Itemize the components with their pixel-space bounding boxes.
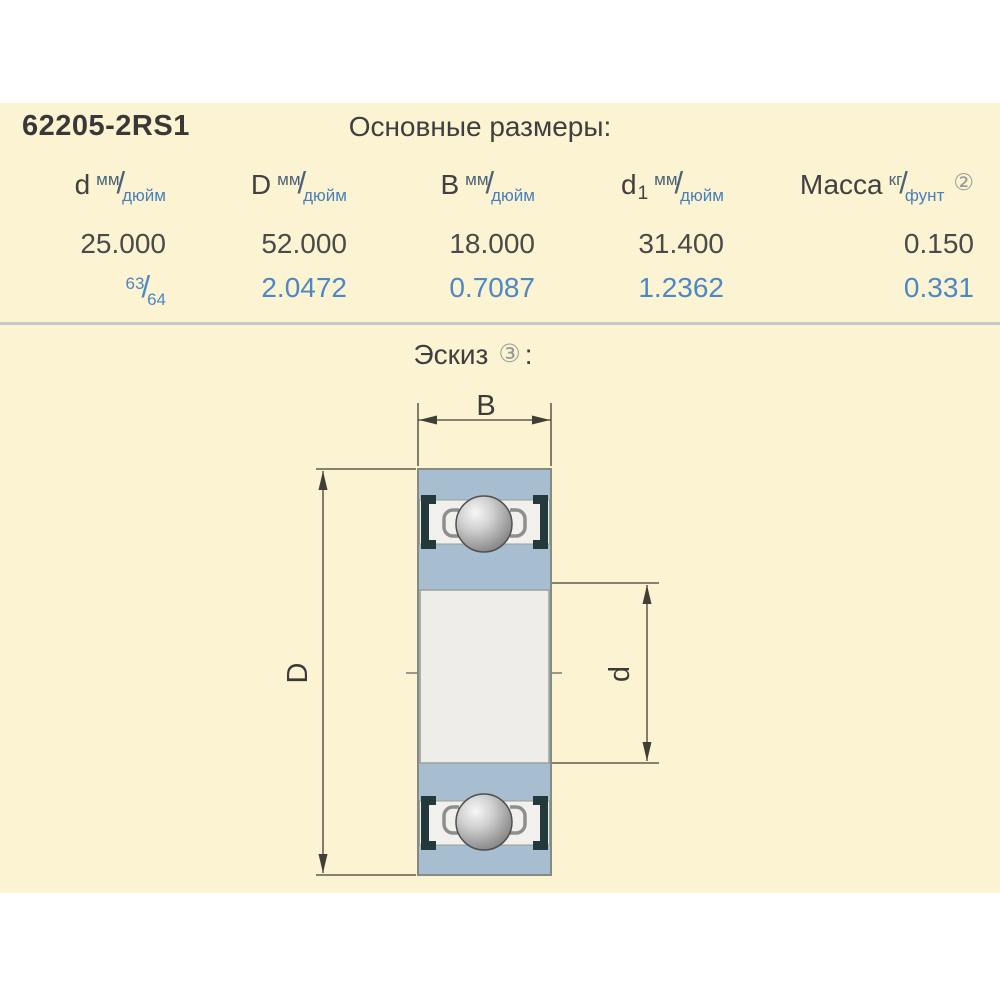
arrow-right-icon xyxy=(532,415,550,425)
value-B-mm: 18.000 xyxy=(449,228,535,259)
footnote-3-badge: ③ xyxy=(498,340,521,368)
unit-mm: мм xyxy=(654,170,678,189)
footnote-2-badge: ② xyxy=(953,169,974,195)
arrow-up-icon xyxy=(318,471,328,490)
symbol-B: B xyxy=(440,169,460,200)
unit-slash: / xyxy=(899,165,908,200)
cage-top-left xyxy=(442,508,459,538)
fraction-numerator: 63 xyxy=(125,274,145,293)
symbol-d1: d xyxy=(620,169,637,200)
unit-mm: мм xyxy=(96,170,120,189)
unit-mm: мм xyxy=(277,170,301,189)
arrow-left-icon xyxy=(419,415,437,425)
dimension-d: d xyxy=(552,582,659,764)
symbol-D: D xyxy=(250,169,272,200)
arrow-down-icon xyxy=(642,742,652,761)
seal-bottom-right xyxy=(533,796,548,850)
sketch-title: Эскиз ③: xyxy=(0,339,946,371)
value-mass-kg: 0.150 xyxy=(903,228,974,259)
ball-bottom xyxy=(455,793,513,851)
value-B-inch: 0.7087 xyxy=(449,272,535,303)
value-D-mm: 52.000 xyxy=(261,228,347,259)
unit-inch: дюйм xyxy=(491,186,535,205)
unit-inch: дюйм xyxy=(122,186,166,205)
column-header-d: d мм/дюйм xyxy=(74,165,166,206)
cage-top-right xyxy=(510,508,527,538)
value-d-mm: 25.000 xyxy=(80,228,166,259)
seal-bottom-left xyxy=(421,796,436,850)
ball-top xyxy=(455,495,513,553)
unit-pound: фунт xyxy=(904,186,945,205)
symbol-d1-subscript: 1 xyxy=(637,183,649,204)
symbol-d: d xyxy=(74,169,91,200)
arrow-down-icon xyxy=(318,854,328,873)
unit-kg: кг xyxy=(888,170,903,189)
arrow-up-icon xyxy=(642,585,652,604)
sketch-label: Эскиз xyxy=(413,339,489,370)
dimension-D: D xyxy=(282,468,416,876)
dimension-B: B xyxy=(417,390,552,466)
value-d1-inch: 1.2362 xyxy=(638,272,724,303)
seal-top-left xyxy=(421,495,436,549)
unit-slash: / xyxy=(116,165,126,200)
cage-bottom-right xyxy=(510,805,527,835)
table-title: Основные размеры: xyxy=(348,111,612,142)
part-number: 62205-2RS1 xyxy=(22,110,190,142)
unit-mm: мм xyxy=(465,170,489,189)
cage-bottom-left xyxy=(442,805,459,835)
sketch-colon: : xyxy=(524,339,533,370)
label-B: B xyxy=(476,390,495,422)
column-header-d1: d1 мм/дюйм xyxy=(620,165,724,206)
section-divider xyxy=(0,322,1000,325)
unit-inch: дюйм xyxy=(303,186,347,205)
value-d1-mm: 31.400 xyxy=(638,228,724,259)
seal-top-right xyxy=(533,495,548,549)
bore-area xyxy=(419,589,550,764)
unit-slash: / xyxy=(297,165,307,200)
unit-inch: дюйм xyxy=(680,186,724,205)
unit-slash: / xyxy=(485,165,495,200)
fraction-slash: / xyxy=(141,269,151,304)
label-D: D xyxy=(282,663,314,684)
symbol-mass: Масса xyxy=(799,169,883,200)
label-d: d xyxy=(604,666,636,682)
fraction-denominator: 64 xyxy=(147,290,166,309)
unit-slash: / xyxy=(674,165,684,200)
column-header-mass: Масса кг/фунт ② xyxy=(799,165,974,206)
value-mass-pound: 0.331 xyxy=(903,272,974,303)
value-D-inch: 2.0472 xyxy=(261,272,347,303)
value-d-inch-fraction: 63/64 xyxy=(125,269,166,310)
bearing-cross-section xyxy=(417,468,552,876)
